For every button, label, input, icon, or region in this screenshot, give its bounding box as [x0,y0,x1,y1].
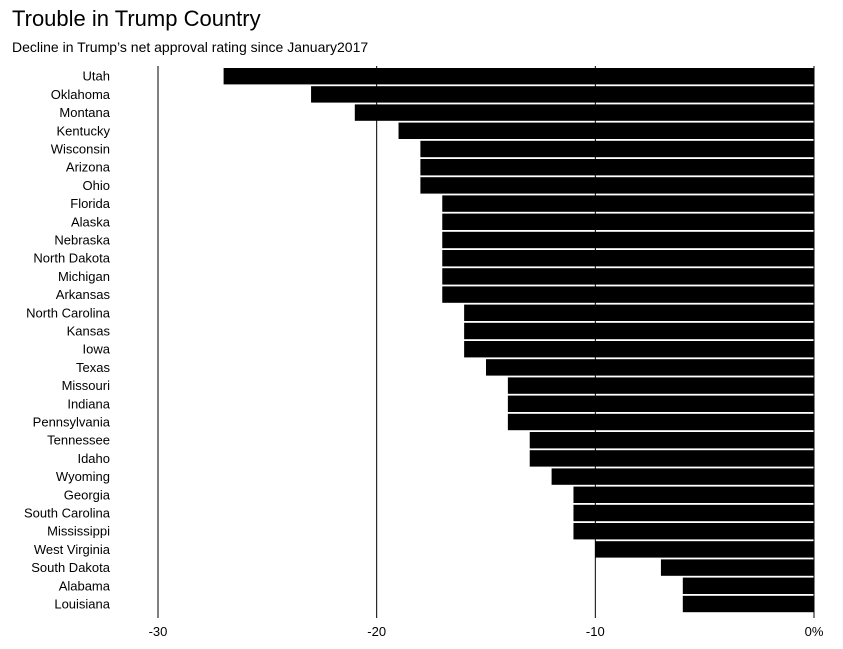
category-label: Missouri [62,378,111,393]
bar [420,159,814,176]
category-label: Texas [76,360,110,375]
category-label: North Carolina [26,305,111,320]
bar [442,268,814,285]
bar [507,377,814,394]
bar [551,468,814,485]
bar [660,559,814,576]
bar [420,177,814,194]
category-label: Kentucky [57,123,111,138]
category-label: Alaska [71,214,111,229]
category-label: West Virginia [34,542,111,557]
bar [507,395,814,412]
category-label: Alabama [59,578,111,593]
bar [573,523,814,540]
category-label: North Dakota [33,251,110,266]
bar [398,122,814,139]
bar [464,304,814,321]
bar [442,231,814,249]
category-label: Montana [59,105,110,120]
category-labels: Utah Oklahoma Montana Kentucky Wisconsin Ariz… [24,69,111,612]
category-label: Iowa [83,342,111,357]
bar [682,577,814,594]
bar [442,250,814,267]
category-label: Utah [83,69,110,84]
bar [442,286,814,303]
category-label: Mississippi [47,524,110,539]
bar [573,486,814,503]
bar [486,359,814,376]
category-label: Florida [70,196,111,211]
bar [507,413,814,431]
category-label: Arizona [66,160,111,175]
category-label: Wyoming [56,469,110,484]
category-label: Louisiana [54,597,110,612]
bar [354,104,814,121]
category-label: Idaho [77,451,110,466]
category-label: South Carolina [24,506,111,521]
category-label: Wisconsin [51,142,110,157]
bar [223,68,815,85]
category-label: Kansas [67,324,111,339]
bar [529,450,814,467]
x-tick-label: -20 [367,624,386,639]
category-label: Arkansas [56,287,111,302]
x-tick-label: -10 [586,624,605,639]
category-label: Ohio [83,178,110,193]
bar [420,140,814,158]
bar [573,504,814,522]
chart-subtitle: Decline in Trump’s net approval rating s… [12,39,369,55]
category-label: Tennessee [47,433,110,448]
category-label: Pennsylvania [33,415,111,430]
bar [529,432,814,449]
bar [464,341,814,358]
bar [311,86,814,103]
bars [223,68,815,613]
category-label: Michigan [58,269,110,284]
x-axis-tick-labels: -30 -20 -10 0% [149,624,824,639]
bar [464,322,814,340]
bar [595,541,814,558]
bar [442,213,814,230]
category-label: Georgia [64,487,111,502]
category-label: Nebraska [54,233,110,248]
x-tick-label: -30 [149,624,168,639]
bar [682,595,814,613]
category-label: Indiana [67,396,110,411]
category-label: Oklahoma [51,87,111,102]
chart-title: Trouble in Trump Country [12,6,261,31]
category-label: South Dakota [31,560,111,575]
bar [442,195,814,212]
x-tick-label: 0% [805,624,824,639]
